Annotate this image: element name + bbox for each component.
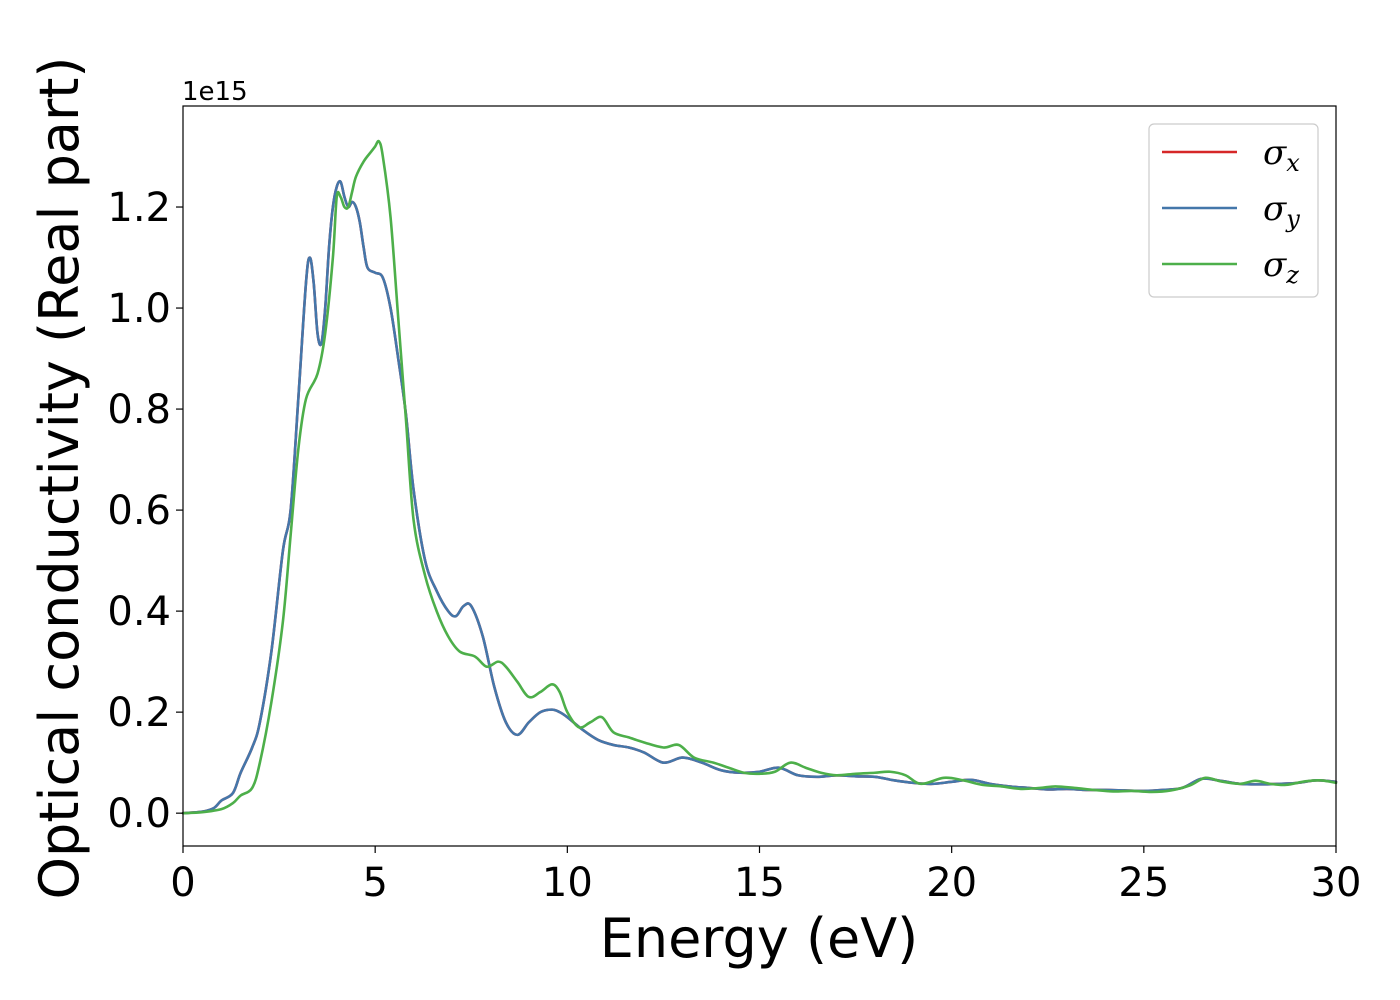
y-tick-label: 0.2 [107,690,171,736]
y-tick-label: 1.0 [107,286,171,332]
series-line-z [181,139,1338,815]
legend: σx σy σz [1148,123,1319,298]
y-tick-label: 1.2 [107,185,171,231]
y-tick-label: 0.4 [107,589,171,635]
series-layer [181,139,1338,815]
y-axis-label: Optical conductivity (Real part) [28,57,91,900]
legend-label-x: σx [1263,133,1300,177]
legend-label-z: σz [1263,245,1299,289]
x-tick-label: 25 [1118,860,1169,906]
x-tick-label: 20 [926,860,977,906]
x-tick-label: 30 [1311,860,1362,906]
y-offset-label: 1e15 [182,77,248,107]
legend-box [1148,123,1319,298]
y-axis: 0.0 0.2 0.4 0.6 0.8 1.0 1.2 [107,185,183,837]
y-tick-label: 0.8 [107,387,171,433]
x-tick-label: 15 [734,860,785,906]
x-tick-label: 0 [170,860,195,906]
x-tick-label: 5 [362,860,387,906]
x-tick-label: 10 [542,860,593,906]
x-axis: 0 5 10 15 20 25 30 [170,846,1361,906]
y-tick-label: 0.6 [107,488,171,534]
x-axis-label: Energy (eV) [600,907,919,970]
series-line-y [181,179,1338,815]
legend-label-y: σy [1263,189,1300,233]
y-tick-label: 0.0 [107,791,171,837]
